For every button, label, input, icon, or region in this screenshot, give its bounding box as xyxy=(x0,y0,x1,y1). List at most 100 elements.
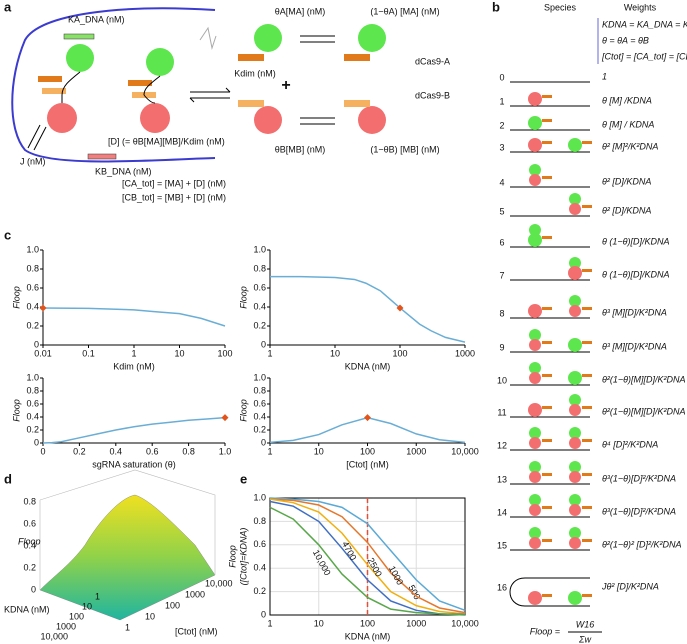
tick-label: 0.8 xyxy=(23,496,36,506)
row-index: 16 xyxy=(497,582,507,592)
x-tick-label: 1 xyxy=(267,348,272,358)
diagram-label: dCas9-A xyxy=(415,56,450,66)
row-index: 15 xyxy=(497,540,507,550)
diagram-label: [CB_tot] = [MB] + [D] (nM) xyxy=(122,192,226,202)
diagram-label: KA_DNA (nM) xyxy=(68,14,125,24)
protein xyxy=(569,394,581,406)
y-tick-label: 1.0 xyxy=(253,244,266,254)
y-axis-label: Floop xyxy=(11,399,21,422)
weight: θ (1−θ)[D]/KDNA xyxy=(602,269,670,279)
line xyxy=(42,416,226,444)
protein xyxy=(529,427,541,439)
weight: Jθ² [D]/K²DNA xyxy=(601,581,659,591)
y-tick-label: 0.4 xyxy=(26,301,39,311)
protein xyxy=(569,437,581,449)
protein xyxy=(529,174,541,186)
tick-label: 0 xyxy=(31,584,36,594)
axes xyxy=(42,250,225,346)
protein xyxy=(528,403,542,417)
x-tick-label: 1 xyxy=(267,618,272,628)
diagram-label: [CA_tot] = [MA] + [D] (nM) xyxy=(122,178,226,188)
weight: θ³ [M][D]/K²DNA xyxy=(602,341,667,351)
protein xyxy=(568,266,582,280)
dna-loop xyxy=(509,577,590,607)
x-tick-label: 10 xyxy=(174,348,184,358)
diagram-label: [D] (= θB[MA][MB]/Kdim (nM) xyxy=(108,136,225,146)
row-index: 7 xyxy=(499,270,504,280)
protein xyxy=(568,338,582,352)
protein-tag xyxy=(582,539,592,542)
weight: θ²(1−θ)[M][D]/K²DNA xyxy=(602,374,686,384)
tick-label: 10 xyxy=(82,601,92,611)
row-index: 0 xyxy=(499,72,504,82)
diagram-label: (1−θA) [MA] (nM) xyxy=(370,6,439,16)
y-axis-label: Floop xyxy=(238,286,248,309)
weight: θ [M] /KDNA xyxy=(602,95,652,105)
protein-tag xyxy=(542,236,552,239)
row-index: 1 xyxy=(499,96,504,106)
row-index: 9 xyxy=(499,342,504,352)
x-axis-label: [Ctot] (nM) xyxy=(346,459,389,469)
protein-tag xyxy=(582,205,592,208)
protein-tag xyxy=(542,506,552,509)
y-axis-label: Floop xyxy=(227,545,237,568)
weight: θ⁴ [D]²/K²DNA xyxy=(602,439,658,449)
y-tick-label: 0.8 xyxy=(26,263,39,273)
protein-tag xyxy=(542,95,552,98)
row-index: 10 xyxy=(497,375,507,385)
line xyxy=(270,275,466,343)
axes xyxy=(269,378,465,444)
x-axis-label: KDNA (nM) xyxy=(345,361,391,371)
tick-label: 100 xyxy=(165,600,180,610)
y-tick-label: 0.8 xyxy=(253,516,266,526)
x-tick-label: 0.1 xyxy=(82,348,95,358)
x-tick-label: 100 xyxy=(360,618,375,628)
protein xyxy=(569,427,581,439)
x-tick-label: 10 xyxy=(314,446,324,456)
definition: θ = θA = θB xyxy=(602,35,649,45)
protein xyxy=(528,304,542,318)
protein-tag xyxy=(542,374,552,377)
protein xyxy=(528,116,542,130)
y-tick-label: 0.4 xyxy=(26,411,39,421)
x-tick-label: 1000 xyxy=(406,618,426,628)
axes xyxy=(42,378,225,444)
line xyxy=(269,498,466,615)
line xyxy=(269,500,466,616)
protein-tag xyxy=(542,307,552,310)
tick-label: 10,000 xyxy=(40,631,68,641)
protein xyxy=(528,138,542,152)
protein-tag xyxy=(542,539,552,542)
row-index: 8 xyxy=(499,308,504,318)
diagram-label: θB[MB] (nM) xyxy=(275,144,326,154)
diagram-label: Kdim (nM) xyxy=(234,68,276,78)
y-tick-label: 1.0 xyxy=(253,372,266,382)
weight: θ² [D]/KDNA xyxy=(602,205,651,215)
protein xyxy=(568,591,582,605)
curve-label: 10,000 xyxy=(311,548,333,577)
protein-tag xyxy=(542,594,552,597)
curve-label: 4700 xyxy=(340,540,358,562)
tick-label: 1000 xyxy=(185,589,205,599)
diagram-label: θA[MA] (nM) xyxy=(275,6,326,16)
axis-label: KDNA (nM) xyxy=(4,604,50,614)
y-tick-label: 0.2 xyxy=(26,424,39,434)
x-tick-label: 10,000 xyxy=(451,618,479,628)
x-tick-label: 100 xyxy=(392,348,407,358)
protein xyxy=(568,371,582,385)
weight: θ² [M]²/K²DNA xyxy=(602,141,658,151)
row-index: 13 xyxy=(497,474,507,484)
protein xyxy=(569,504,581,516)
protein-tag xyxy=(542,341,552,344)
protein xyxy=(529,329,541,341)
protein-tag xyxy=(582,374,592,377)
x-tick-label: 0.8 xyxy=(182,446,195,456)
y-tick-label: 0 xyxy=(34,437,39,447)
x-axis-label: Kdim (nM) xyxy=(113,361,155,371)
y-tick-label: 0 xyxy=(261,437,266,447)
weight: θ³(1−θ)[D]²/K²DNA xyxy=(602,506,676,516)
surface-d xyxy=(39,469,216,621)
x-tick-label: 10,000 xyxy=(451,446,479,456)
row-index: 14 xyxy=(497,507,507,517)
